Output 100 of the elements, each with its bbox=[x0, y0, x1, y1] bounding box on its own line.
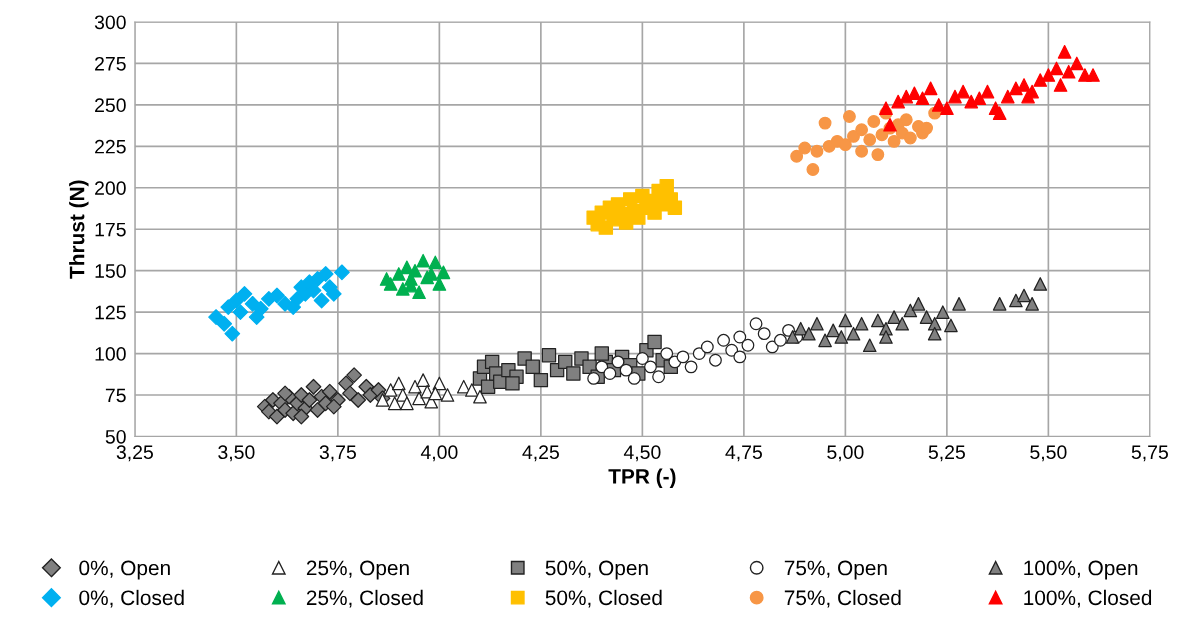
point bbox=[935, 305, 950, 319]
y-tick-label: 175 bbox=[95, 222, 126, 237]
point bbox=[867, 115, 881, 128]
point bbox=[793, 321, 808, 336]
point bbox=[927, 316, 942, 331]
point bbox=[818, 116, 832, 130]
point bbox=[1009, 293, 1023, 308]
point bbox=[915, 91, 930, 106]
point bbox=[879, 101, 893, 116]
point bbox=[838, 138, 852, 152]
point bbox=[741, 338, 755, 352]
legend-label: 25%, Open bbox=[306, 560, 409, 580]
point bbox=[301, 392, 318, 408]
point bbox=[667, 200, 683, 215]
point bbox=[692, 347, 706, 360]
x-tick-label: 3,75 bbox=[319, 445, 356, 462]
point bbox=[855, 123, 869, 137]
point bbox=[269, 287, 285, 304]
y-tick-label: 200 bbox=[95, 181, 126, 196]
point bbox=[842, 110, 856, 123]
point bbox=[1069, 56, 1084, 71]
point bbox=[838, 313, 853, 328]
legend-label: 0%, Open bbox=[79, 560, 170, 580]
point bbox=[391, 376, 406, 391]
point bbox=[232, 304, 249, 321]
x-tick-label: 3,50 bbox=[218, 445, 255, 462]
point bbox=[465, 383, 479, 397]
point bbox=[220, 299, 237, 316]
point bbox=[400, 396, 414, 411]
legend-label: 100%, Closed bbox=[1024, 589, 1152, 608]
point bbox=[412, 391, 426, 406]
point bbox=[416, 253, 430, 268]
point bbox=[224, 325, 241, 342]
point bbox=[350, 392, 367, 408]
x-tick-label: 5,75 bbox=[1131, 445, 1168, 462]
y-tick-label: 275 bbox=[95, 56, 126, 71]
point bbox=[700, 340, 714, 354]
point bbox=[1057, 44, 1072, 59]
point bbox=[887, 310, 901, 324]
point bbox=[855, 144, 869, 158]
y-tick-label: 150 bbox=[95, 264, 126, 278]
point bbox=[757, 327, 771, 341]
legend-label: 75%, Closed bbox=[784, 589, 901, 608]
point bbox=[911, 296, 926, 311]
point bbox=[473, 389, 487, 404]
point bbox=[587, 371, 601, 385]
y-tick-label: 225 bbox=[95, 139, 126, 154]
point bbox=[992, 296, 1007, 311]
point bbox=[992, 106, 1007, 121]
point bbox=[940, 101, 954, 116]
point bbox=[293, 408, 310, 425]
point bbox=[931, 98, 946, 112]
point bbox=[317, 266, 334, 282]
point bbox=[436, 265, 451, 280]
x-tick-label: 5,00 bbox=[827, 445, 864, 462]
point bbox=[236, 285, 253, 302]
point bbox=[956, 84, 970, 99]
point bbox=[854, 316, 869, 331]
point bbox=[846, 326, 861, 341]
point bbox=[1017, 288, 1031, 303]
point bbox=[391, 267, 406, 281]
legend-label: 0%, Closed bbox=[79, 589, 184, 608]
point bbox=[395, 282, 410, 296]
legend-label: 25%, Closed bbox=[306, 589, 423, 608]
point bbox=[1025, 296, 1039, 311]
point bbox=[525, 359, 540, 375]
point bbox=[1049, 61, 1064, 76]
point bbox=[899, 113, 913, 127]
point bbox=[927, 326, 942, 341]
point bbox=[619, 363, 633, 377]
x-tick-label: 4,25 bbox=[522, 445, 559, 462]
point bbox=[635, 352, 649, 365]
x-tick-label: 3,25 bbox=[116, 445, 153, 462]
y-tick-label: 75 bbox=[105, 388, 126, 403]
point bbox=[1041, 68, 1056, 82]
point bbox=[334, 264, 350, 281]
point bbox=[383, 383, 398, 397]
legend-label: 50%, Open bbox=[545, 560, 648, 580]
point bbox=[644, 360, 657, 374]
point bbox=[321, 383, 338, 400]
point bbox=[1000, 89, 1015, 104]
point bbox=[1009, 81, 1023, 96]
point bbox=[416, 373, 430, 387]
point bbox=[408, 263, 422, 278]
point bbox=[717, 333, 731, 347]
point bbox=[919, 310, 934, 324]
x-tick-label: 4,00 bbox=[420, 445, 458, 462]
point bbox=[826, 323, 841, 338]
point bbox=[594, 346, 609, 361]
y-axis-title: Thrust (N) bbox=[69, 180, 89, 279]
point bbox=[972, 91, 987, 106]
point bbox=[652, 370, 666, 384]
point bbox=[903, 131, 917, 145]
x-tick-label: 4,50 bbox=[623, 445, 661, 462]
point bbox=[810, 316, 824, 331]
legend-label: 100%, Open bbox=[1024, 560, 1138, 580]
point bbox=[847, 129, 860, 143]
point bbox=[533, 372, 549, 388]
point bbox=[980, 84, 995, 99]
point bbox=[1033, 73, 1048, 87]
